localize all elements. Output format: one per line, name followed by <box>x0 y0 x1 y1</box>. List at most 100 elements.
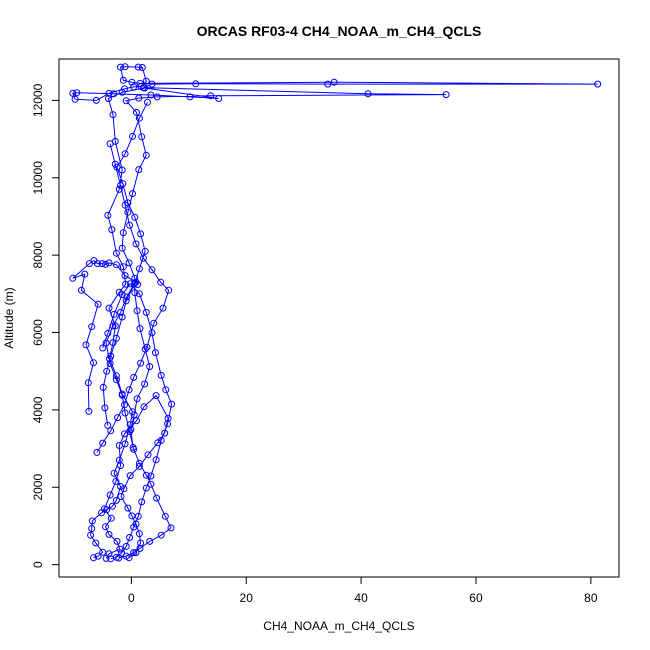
data-point <box>133 417 140 425</box>
data-point <box>100 505 108 513</box>
x-tick-label: 20 <box>240 591 254 605</box>
data-point <box>92 96 100 104</box>
data-point <box>135 94 143 102</box>
x-axis-label: CH4_NOAA_m_CH4_QCLS <box>263 619 414 633</box>
data-point <box>133 108 140 116</box>
y-tick-label: 12000 <box>31 83 45 117</box>
data-point <box>130 549 138 557</box>
data-point <box>94 552 102 560</box>
data-point <box>142 77 150 85</box>
data-point <box>157 371 165 379</box>
y-tick-label: 8000 <box>31 241 45 268</box>
data-point <box>129 190 136 198</box>
data-point <box>162 386 170 394</box>
data-point <box>114 414 122 422</box>
data-point <box>122 297 130 305</box>
x-axis: 0 20 40 60 80 <box>128 577 598 605</box>
series-line <box>96 143 170 453</box>
data-point <box>130 83 138 91</box>
data-point <box>138 498 146 506</box>
data-point <box>108 502 116 510</box>
data-point <box>126 472 134 480</box>
data-point <box>141 247 149 255</box>
data-point <box>118 244 126 252</box>
data-point <box>119 76 127 84</box>
data-point <box>152 392 160 400</box>
data-point <box>157 278 165 286</box>
data-point <box>138 133 146 141</box>
data-point <box>139 84 147 92</box>
data-point <box>324 80 332 88</box>
data-point <box>118 291 126 299</box>
data-point <box>215 95 223 102</box>
data-point <box>119 180 127 188</box>
series-line <box>103 394 169 559</box>
data-point <box>106 140 114 148</box>
data-point <box>157 436 165 444</box>
data-point <box>107 555 115 563</box>
data-point <box>125 259 133 267</box>
data-point <box>69 89 77 97</box>
y-tick-label: 0 <box>31 561 45 568</box>
data-point <box>128 78 136 86</box>
x-tick-label: 40 <box>354 591 368 605</box>
data-point <box>135 462 143 470</box>
data-point <box>141 380 149 388</box>
data-point <box>88 525 96 533</box>
data-point <box>140 403 148 411</box>
series-2 <box>100 392 172 562</box>
data-point <box>99 439 107 447</box>
plot-frame <box>58 58 620 578</box>
data-point <box>143 343 151 351</box>
data-point <box>124 199 132 207</box>
data-point <box>134 512 142 520</box>
data-point <box>110 90 118 98</box>
data-point <box>126 428 134 435</box>
data-point <box>132 549 140 557</box>
data-point <box>126 221 134 229</box>
data-point <box>135 290 143 298</box>
data-point <box>148 80 156 88</box>
x-tick-label: 0 <box>128 591 135 605</box>
data-point <box>108 226 116 234</box>
series-line <box>102 283 173 560</box>
data-point <box>126 534 134 541</box>
data-point <box>90 554 97 562</box>
y-tick-label: 6000 <box>31 319 45 346</box>
data-point <box>594 80 602 88</box>
data-point <box>107 514 115 522</box>
data-point <box>125 554 133 562</box>
data-point <box>147 91 155 99</box>
data-point <box>112 477 120 485</box>
data-point <box>99 383 107 391</box>
data-point <box>130 411 138 419</box>
data-point <box>109 339 117 347</box>
y-tick-label: 2000 <box>31 474 45 501</box>
data-point <box>130 373 138 381</box>
data-point <box>192 80 200 88</box>
data-point <box>112 496 120 504</box>
data-point <box>150 319 158 327</box>
data-point <box>118 549 126 557</box>
data-point <box>113 537 121 545</box>
data-point <box>77 286 85 294</box>
data-point <box>125 386 133 394</box>
data-point <box>105 530 113 538</box>
data-point <box>138 64 146 71</box>
data-point <box>121 150 129 158</box>
data-point <box>142 308 150 316</box>
data-point <box>94 300 102 308</box>
data-point <box>112 334 120 342</box>
data-point <box>121 409 129 417</box>
data-point <box>99 548 107 556</box>
data-point <box>134 63 142 71</box>
data-point <box>129 132 136 140</box>
data-point <box>144 98 151 106</box>
plot-area <box>69 63 602 563</box>
data-point <box>146 537 154 545</box>
data-point <box>207 92 215 100</box>
data-point <box>92 539 100 547</box>
data-point <box>106 491 114 499</box>
data-point <box>133 395 141 403</box>
data-point <box>144 451 152 459</box>
